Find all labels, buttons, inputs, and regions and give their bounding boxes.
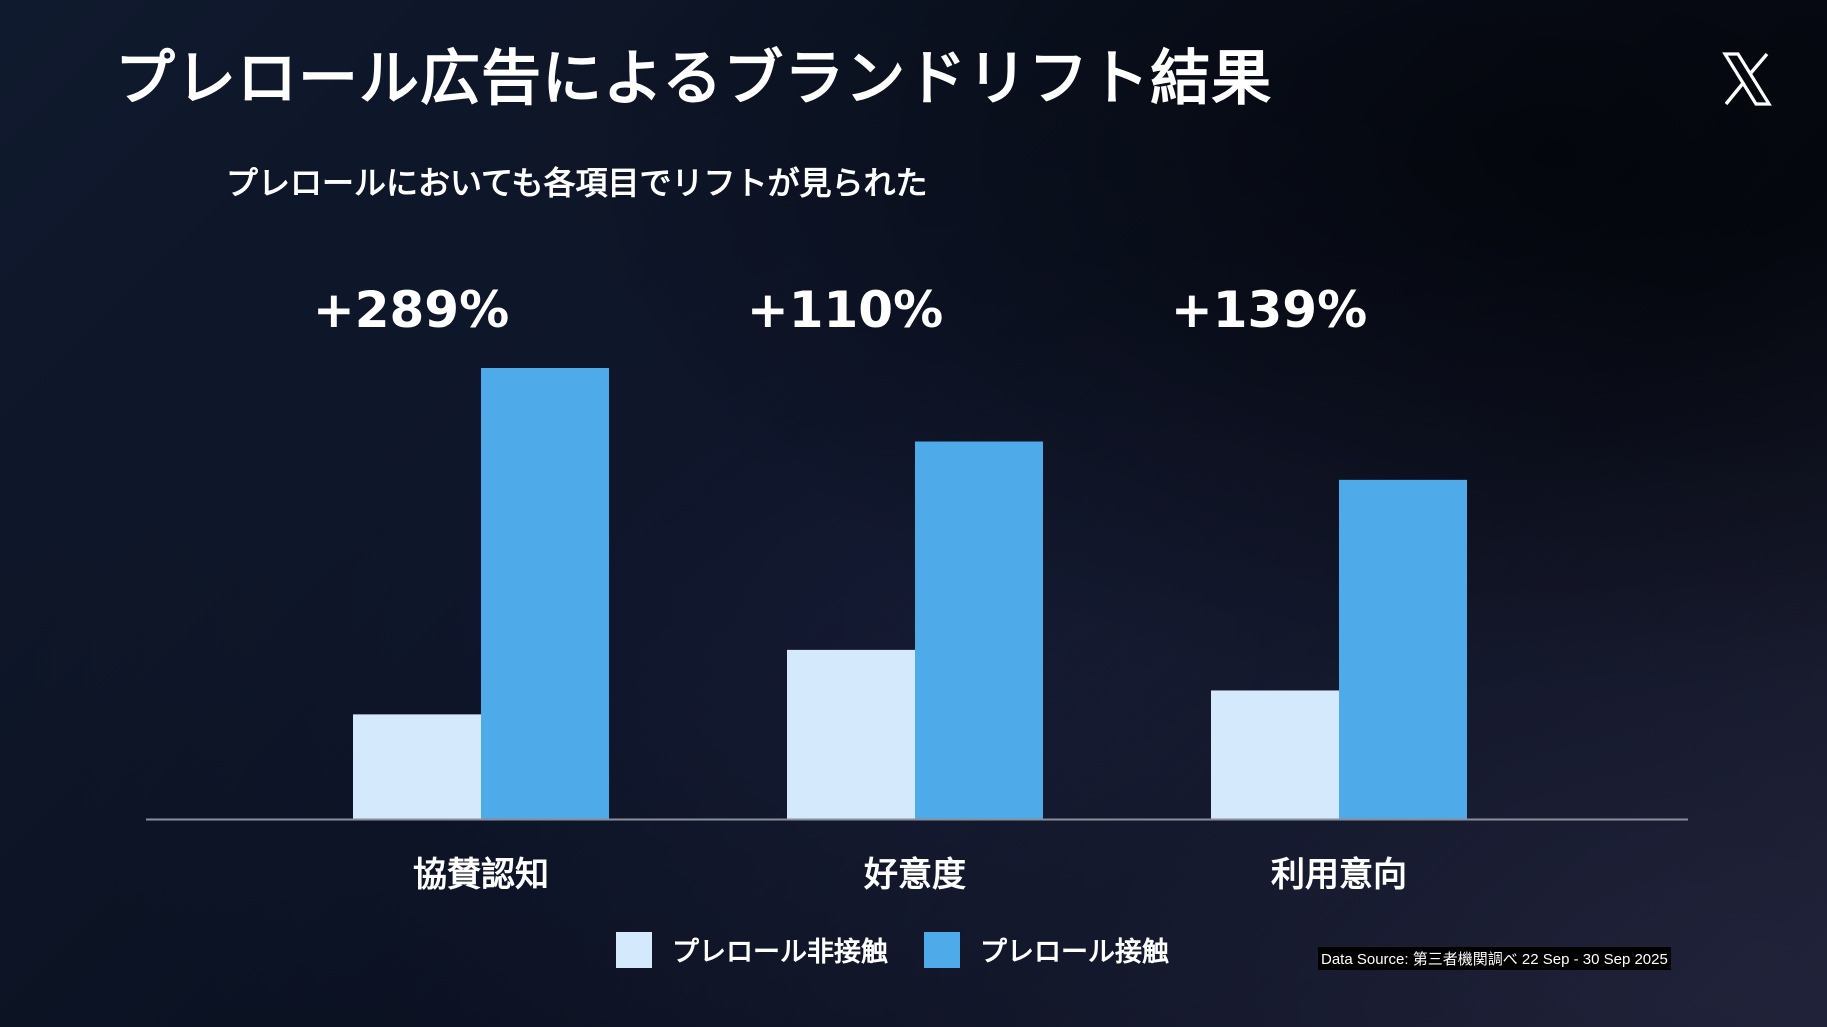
lift-label-2: +139% (1171, 281, 1367, 339)
category-label-2: 利用意向 (1271, 855, 1407, 895)
data-source-note: Data Source: 第三者機関調べ 22 Sep - 30 Sep 202… (1318, 947, 1671, 970)
page-subtitle: プレロールにおいても各項目でリフトが見られた (226, 164, 928, 202)
lift-label-1: +110% (747, 281, 943, 339)
legend-label-exposed: プレロール接触 (980, 937, 1169, 968)
legend-item-non-exposed: プレロール非接触 (616, 930, 888, 969)
bar-non-exposed-0 (353, 714, 481, 819)
bar-exposed-1 (915, 441, 1043, 819)
legend-swatch-exposed (924, 931, 960, 968)
bar-non-exposed-2 (1211, 690, 1339, 819)
x-logo-icon (1722, 52, 1772, 106)
bar-exposed-2 (1339, 479, 1467, 819)
category-label-1: 好意度 (863, 855, 966, 895)
page-title: プレロール広告によるブランドリフト結果 (115, 44, 1273, 114)
legend-swatch-non-exposed (616, 931, 652, 968)
lift-label-0: +289% (313, 281, 509, 339)
legend: プレロール非接触 プレロール接触 (616, 930, 1205, 969)
bar-exposed-0 (481, 368, 609, 819)
category-label-0: 協賛認知 (413, 855, 549, 895)
legend-item-exposed: プレロール接触 (924, 930, 1169, 969)
bar-non-exposed-1 (787, 649, 915, 819)
legend-label-non-exposed: プレロール非接触 (672, 937, 888, 968)
